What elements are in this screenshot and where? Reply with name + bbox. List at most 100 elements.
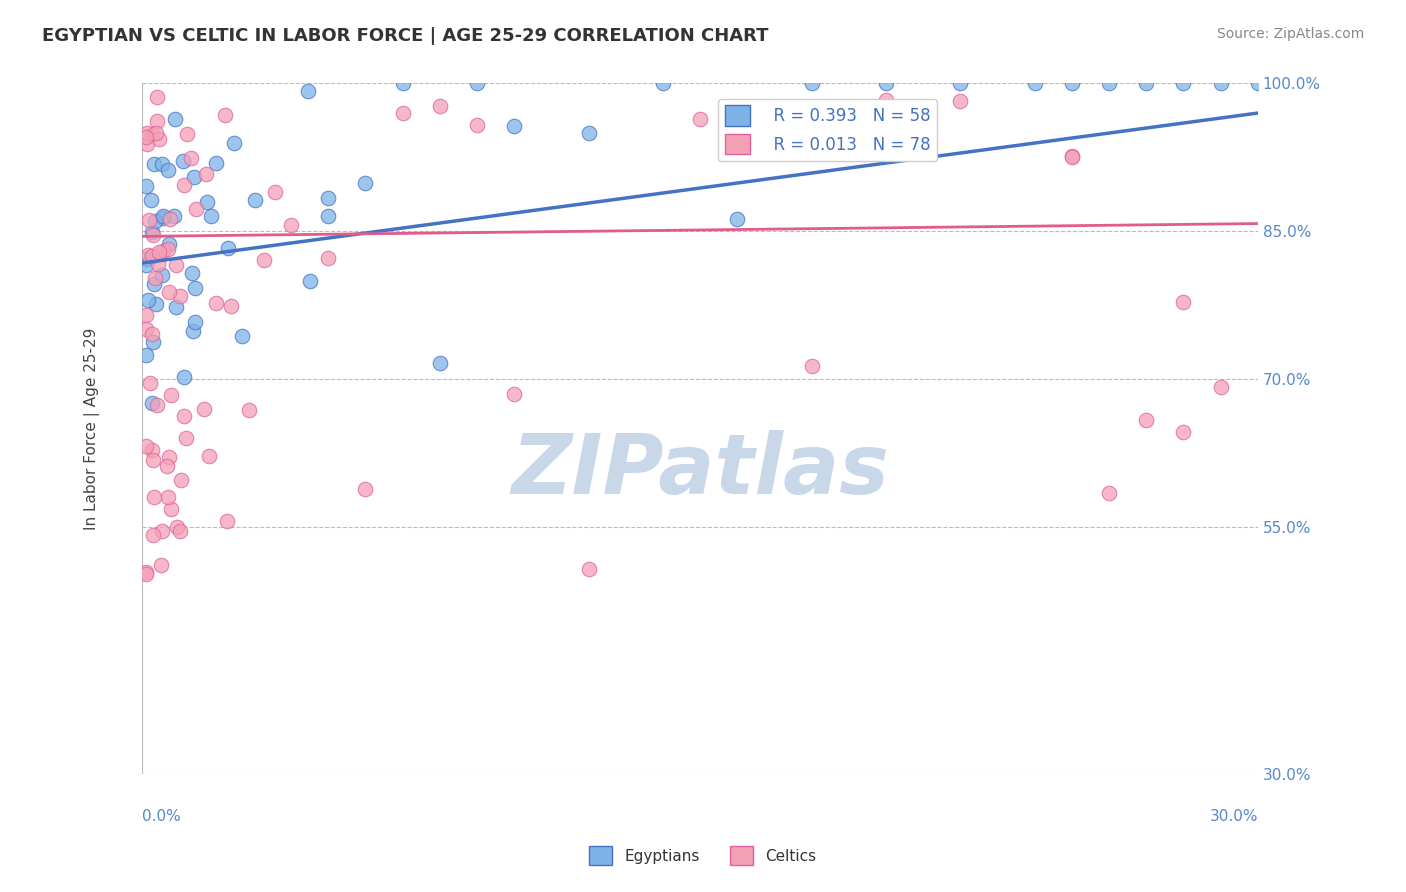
Text: 0.0%: 0.0% [142,809,181,823]
Legend:   R = 0.393   N = 58,   R = 0.013   N = 78: R = 0.393 N = 58, R = 0.013 N = 78 [718,99,938,161]
Point [214,108,236,122]
Point [135,178,157,193]
Point [143,491,166,505]
Point [156,459,179,474]
Point [503,387,526,401]
Point [135,439,157,453]
Point [152,244,174,259]
Text: EGYPTIAN VS CELTIC IN LABOR FORCE | AGE 25-29 CORRELATION CHART: EGYPTIAN VS CELTIC IN LABOR FORCE | AGE … [42,27,769,45]
Point [141,326,163,341]
Point [204,296,226,310]
Point [169,524,191,538]
Legend: Egyptians, Celtics: Egyptians, Celtics [583,840,823,871]
Point [264,185,287,199]
Point [148,132,170,146]
Point [160,502,183,516]
Point [181,324,204,338]
Point [391,105,413,120]
Point [150,156,173,170]
Point [160,388,183,402]
Point [1135,413,1157,427]
Text: 30.0%: 30.0% [1209,809,1258,823]
Point [224,136,246,150]
Point [183,315,205,329]
Point [391,77,413,91]
Point [198,450,221,464]
Point [172,154,194,169]
Text: ZIPatlas: ZIPatlas [512,430,889,511]
Point [1060,150,1083,164]
Point [194,167,217,181]
Point [163,209,186,223]
Point [138,213,160,227]
Point [429,356,451,370]
Point [145,127,167,141]
Point [142,335,165,350]
Point [165,300,187,314]
Point [299,274,322,288]
Point [174,431,197,445]
Point [156,162,179,177]
Point [148,245,170,260]
Point [135,252,157,266]
Point [1209,380,1232,394]
Point [163,112,186,127]
Point [157,236,180,251]
Point [875,77,897,91]
Point [141,396,163,410]
Point [157,450,180,465]
Point [181,266,204,280]
Point [156,490,179,504]
Point [135,566,157,580]
Point [149,558,172,572]
Point [578,126,600,140]
Text: In Labor Force | Age 25-29: In Labor Force | Age 25-29 [84,327,100,530]
Point [1060,77,1083,91]
Point [142,528,165,542]
Point [465,119,488,133]
Point [316,252,339,266]
Point [165,259,187,273]
Point [141,249,163,263]
Point [1173,425,1195,439]
Point [157,285,180,300]
Point [204,156,226,170]
Point [176,127,198,141]
Point [354,176,377,190]
Point [949,95,972,109]
Point [136,293,159,308]
Point [231,329,253,343]
Point [651,77,673,91]
Point [949,77,972,91]
Point [193,401,215,416]
Point [145,89,167,103]
Point [152,209,174,223]
Point [280,219,302,233]
Point [316,191,339,205]
Point [725,211,748,226]
Point [578,562,600,576]
Point [145,113,167,128]
Point [159,211,181,226]
Point [169,289,191,303]
Point [253,253,276,268]
Point [142,277,165,291]
Point [173,409,195,424]
Point [152,211,174,225]
Text: Source: ZipAtlas.com: Source: ZipAtlas.com [1216,27,1364,41]
Point [141,228,163,243]
Point [180,151,202,165]
Point [183,169,205,184]
Point [135,348,157,362]
Point [173,178,195,192]
Point [141,127,163,141]
Point [1024,77,1046,91]
Point [1173,77,1195,91]
Point [143,214,166,228]
Point [238,402,260,417]
Point [297,84,319,98]
Point [1098,486,1121,500]
Point [157,243,180,257]
Point [1173,295,1195,310]
Point [1060,149,1083,163]
